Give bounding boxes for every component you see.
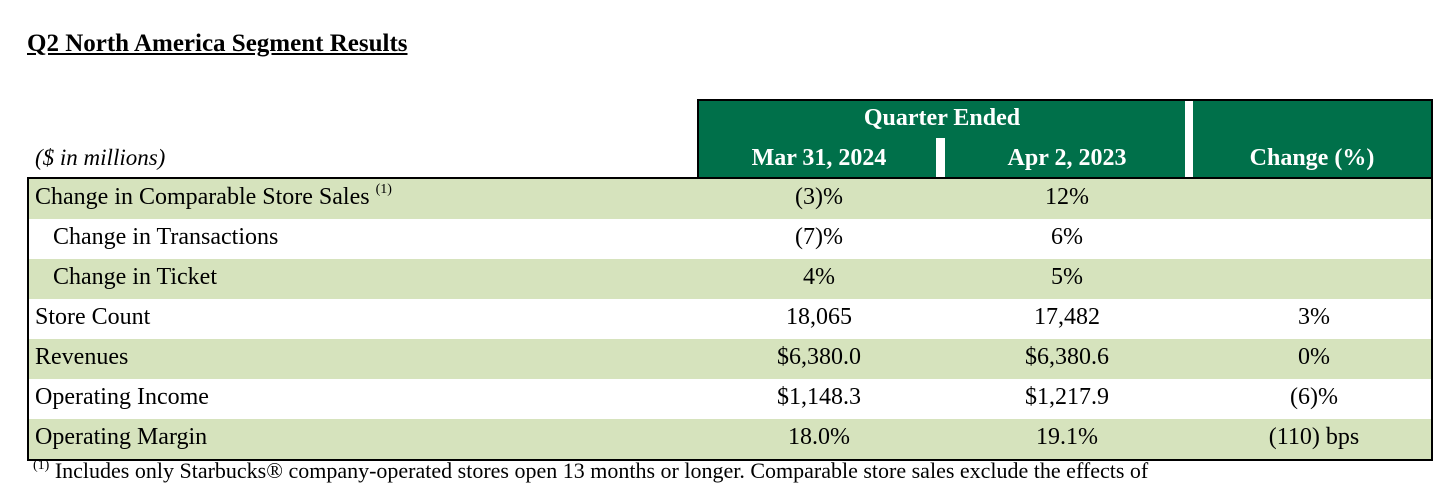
cell-apr-2023: 12%: [1045, 184, 1089, 210]
cell-change: 3%: [1298, 304, 1330, 330]
row-label: Store Count: [35, 304, 151, 330]
cell-apr-2023: $1,217.9: [1025, 384, 1109, 410]
cell-mar-2024: 18.0%: [788, 424, 850, 450]
cell-mar-2024: $6,380.0: [777, 344, 861, 370]
footnote-text: Includes only Starbucks® company-operate…: [54, 458, 1149, 483]
cell-apr-2023: $6,380.6: [1025, 344, 1109, 370]
cell-mar-2024: 4%: [803, 264, 835, 290]
cell-change: (6)%: [1290, 384, 1338, 410]
table-row: Operating Income $1,148.3 $1,217.9 (6)%: [29, 379, 1431, 419]
footnote: (1) Includes only Starbucks® company-ope…: [33, 458, 1148, 484]
header-gap: [1185, 99, 1193, 178]
table-row: Store Count 18,065 17,482 3%: [29, 299, 1431, 339]
cell-mar-2024: (3)%: [795, 184, 843, 210]
row-label: Change in Comparable Store Sales (1): [35, 182, 392, 210]
row-label: Operating Income: [35, 384, 209, 410]
row-label: Revenues: [35, 344, 129, 370]
column-header-mar-2024: Mar 31, 2024: [751, 145, 887, 171]
results-table: Change in Comparable Store Sales (1) (3)…: [27, 179, 1433, 461]
cell-mar-2024: 18,065: [786, 304, 852, 330]
cell-mar-2024: $1,148.3: [777, 384, 861, 410]
table-row: Change in Comparable Store Sales (1) (3)…: [29, 179, 1431, 219]
footnote-marker: (1): [375, 182, 392, 197]
cell-apr-2023: 6%: [1051, 224, 1083, 250]
table-row: Operating Margin 18.0% 19.1% (110) bps: [29, 419, 1431, 461]
row-label: Operating Margin: [35, 424, 208, 450]
table-row: Change in Ticket 4% 5%: [29, 259, 1431, 299]
page-title: Q2 North America Segment Results: [27, 30, 408, 57]
cell-apr-2023: 5%: [1051, 264, 1083, 290]
row-label: Change in Transactions: [53, 224, 279, 250]
column-header-change: Change (%): [1249, 145, 1375, 171]
cell-change: (110) bps: [1268, 424, 1360, 450]
cell-apr-2023: 17,482: [1034, 304, 1100, 330]
cell-change: 0%: [1298, 344, 1330, 370]
table-row: Revenues $6,380.0 $6,380.6 0%: [29, 339, 1431, 379]
change-header: Change (%): [1193, 99, 1433, 178]
cell-apr-2023: 19.1%: [1036, 424, 1098, 450]
table-row: Change in Transactions (7)% 6%: [29, 219, 1431, 259]
quarter-ended-label: Quarter Ended: [863, 105, 1021, 131]
row-label: Change in Ticket: [53, 264, 218, 290]
header-divider: [936, 138, 945, 178]
column-header-apr-2023: Apr 2, 2023: [1007, 145, 1127, 171]
cell-mar-2024: (7)%: [795, 224, 843, 250]
units-label: ($ in millions): [35, 145, 166, 170]
table-top-rule: [27, 177, 1433, 179]
footnote-mark: (1): [33, 458, 50, 473]
